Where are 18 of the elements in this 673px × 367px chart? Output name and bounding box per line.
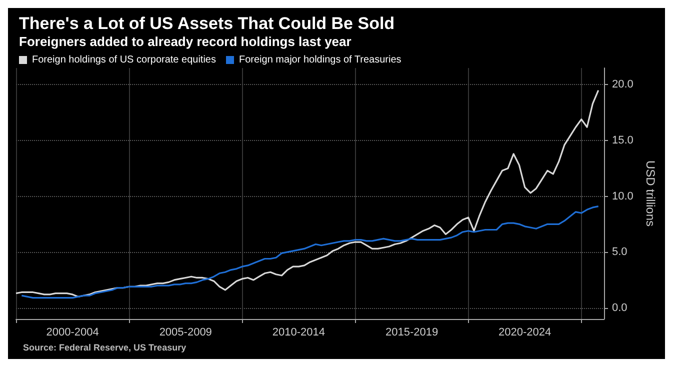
y-tick-label: 20.0 [612, 78, 634, 91]
y-tick-label: 0.0 [612, 302, 628, 314]
chart-title: There's a Lot of US Assets That Could Be Sold [19, 14, 395, 33]
chart-subtitle: Foreigners added to already record holdings last year [19, 34, 352, 49]
y-tick-label: 5.0 [612, 246, 628, 258]
x-tick-label: 2020-2024 [498, 326, 552, 338]
legend-label: Foreign major holdings of Treasuries [238, 54, 402, 66]
x-tick-label: 2010-2014 [272, 326, 325, 338]
x-tick-label: 2015-2019 [385, 326, 438, 338]
y-tick-label: 15.0 [612, 134, 634, 147]
y-tick-label: 10.0 [612, 190, 634, 202]
y-axis-title: USD trillions [643, 160, 658, 227]
line-series [15, 90, 600, 298]
source-note: Source: Federal Reserve, US Treasury [23, 342, 186, 352]
legend-label: Foreign holdings of US corporate equities [32, 54, 216, 66]
x-tick-label: 2005-2009 [159, 326, 212, 338]
x-tick-label: 2000-2004 [46, 326, 99, 338]
line-series [20, 206, 600, 299]
